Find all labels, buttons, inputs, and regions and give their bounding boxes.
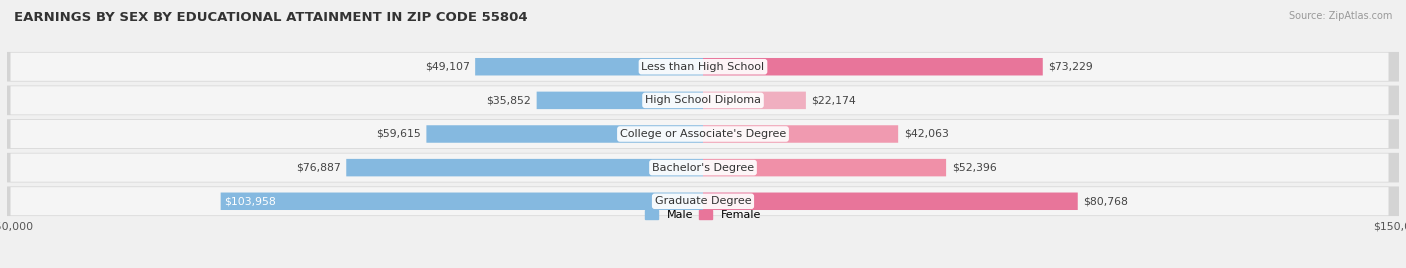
Legend: Male, Female: Male, Female [640, 205, 766, 225]
Text: Less than High School: Less than High School [641, 62, 765, 72]
FancyBboxPatch shape [7, 119, 1399, 149]
FancyBboxPatch shape [703, 125, 898, 143]
FancyBboxPatch shape [7, 187, 1399, 216]
FancyBboxPatch shape [221, 192, 703, 210]
Text: College or Associate's Degree: College or Associate's Degree [620, 129, 786, 139]
FancyBboxPatch shape [10, 53, 1389, 81]
Text: $73,229: $73,229 [1049, 62, 1092, 72]
FancyBboxPatch shape [703, 159, 946, 176]
FancyBboxPatch shape [703, 92, 806, 109]
Text: High School Diploma: High School Diploma [645, 95, 761, 105]
FancyBboxPatch shape [426, 125, 703, 143]
FancyBboxPatch shape [7, 153, 1399, 183]
Text: $76,887: $76,887 [295, 163, 340, 173]
FancyBboxPatch shape [703, 192, 1078, 210]
Text: $59,615: $59,615 [375, 129, 420, 139]
Text: Source: ZipAtlas.com: Source: ZipAtlas.com [1288, 11, 1392, 21]
Text: $80,768: $80,768 [1083, 196, 1128, 206]
FancyBboxPatch shape [7, 85, 1399, 115]
FancyBboxPatch shape [7, 52, 1399, 81]
Text: EARNINGS BY SEX BY EDUCATIONAL ATTAINMENT IN ZIP CODE 55804: EARNINGS BY SEX BY EDUCATIONAL ATTAINMEN… [14, 11, 527, 24]
FancyBboxPatch shape [703, 58, 1043, 76]
Text: Bachelor's Degree: Bachelor's Degree [652, 163, 754, 173]
Text: $49,107: $49,107 [425, 62, 470, 72]
Text: $52,396: $52,396 [952, 163, 997, 173]
FancyBboxPatch shape [10, 154, 1389, 182]
Text: $42,063: $42,063 [904, 129, 949, 139]
FancyBboxPatch shape [10, 86, 1389, 114]
Text: $35,852: $35,852 [486, 95, 531, 105]
FancyBboxPatch shape [10, 120, 1389, 148]
Text: Graduate Degree: Graduate Degree [655, 196, 751, 206]
FancyBboxPatch shape [475, 58, 703, 76]
FancyBboxPatch shape [346, 159, 703, 176]
FancyBboxPatch shape [10, 187, 1389, 215]
FancyBboxPatch shape [537, 92, 703, 109]
Text: $22,174: $22,174 [811, 95, 856, 105]
Text: $103,958: $103,958 [224, 196, 276, 206]
